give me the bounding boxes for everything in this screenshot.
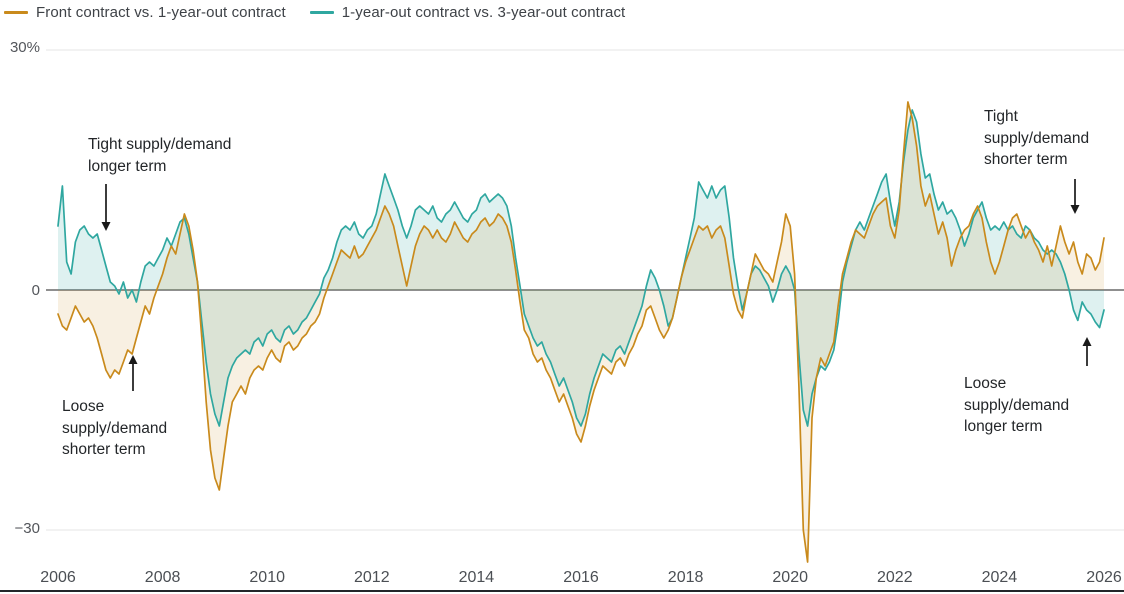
x-tick-label-2020: 2020 — [772, 569, 808, 586]
x-tick-label-2006: 2006 — [40, 569, 76, 586]
legend: Front contract vs. 1-year-out contract 1… — [4, 4, 625, 21]
x-tick-label-2024: 2024 — [981, 569, 1018, 586]
x-tick-label-2022: 2022 — [877, 569, 913, 586]
arrow-down-icon — [1070, 205, 1080, 214]
series-area-1y-vs-3y — [58, 110, 1104, 426]
arrow-up-icon — [1082, 337, 1092, 346]
x-tick-label-2018: 2018 — [667, 569, 704, 586]
arrow-down-icon — [101, 222, 111, 231]
y-axis-label-30: 30% — [9, 39, 40, 56]
y-axis-label-minus30: −30 — [14, 520, 40, 537]
arrow-up-icon — [128, 355, 138, 364]
legend-item-front-vs-1y: Front contract vs. 1-year-out contract — [4, 4, 286, 21]
x-tick-label-2026: 2026 — [1086, 569, 1122, 586]
y-axis-label-0: 0 — [31, 282, 40, 299]
series-line-front-vs-1y — [57, 101, 1105, 563]
legend-swatch-teal — [309, 11, 334, 14]
x-tick-label-2010: 2010 — [249, 569, 285, 586]
annotation-loose-supply-shorter-term: Loose supply/demand shorter term — [62, 398, 168, 458]
series-line-1y-vs-3y — [57, 109, 1105, 427]
annotation-tight-supply-shorter-term: Tight supply/demand shorter term — [984, 108, 1090, 168]
legend-swatch-orange — [4, 11, 28, 14]
annotation-tight-supply-longer-term: Tight supply/demand longer term — [88, 136, 232, 175]
x-tick-label-2014: 2014 — [458, 569, 495, 586]
x-tick-label-2016: 2016 — [563, 569, 599, 586]
legend-item-1y-vs-3y: 1-year-out contract vs. 3-year-out contr… — [309, 4, 626, 21]
legend-label: 1-year-out contract vs. 3-year-out contr… — [341, 4, 626, 21]
annotation-loose-supply-longer-term: Loose supply/demand longer term — [964, 375, 1070, 435]
legend-label: Front contract vs. 1-year-out contract — [36, 4, 286, 21]
series-area-front-vs-1y — [58, 102, 1104, 562]
x-tick-label-2012: 2012 — [354, 569, 390, 586]
x-tick-label-2008: 2008 — [144, 569, 181, 586]
